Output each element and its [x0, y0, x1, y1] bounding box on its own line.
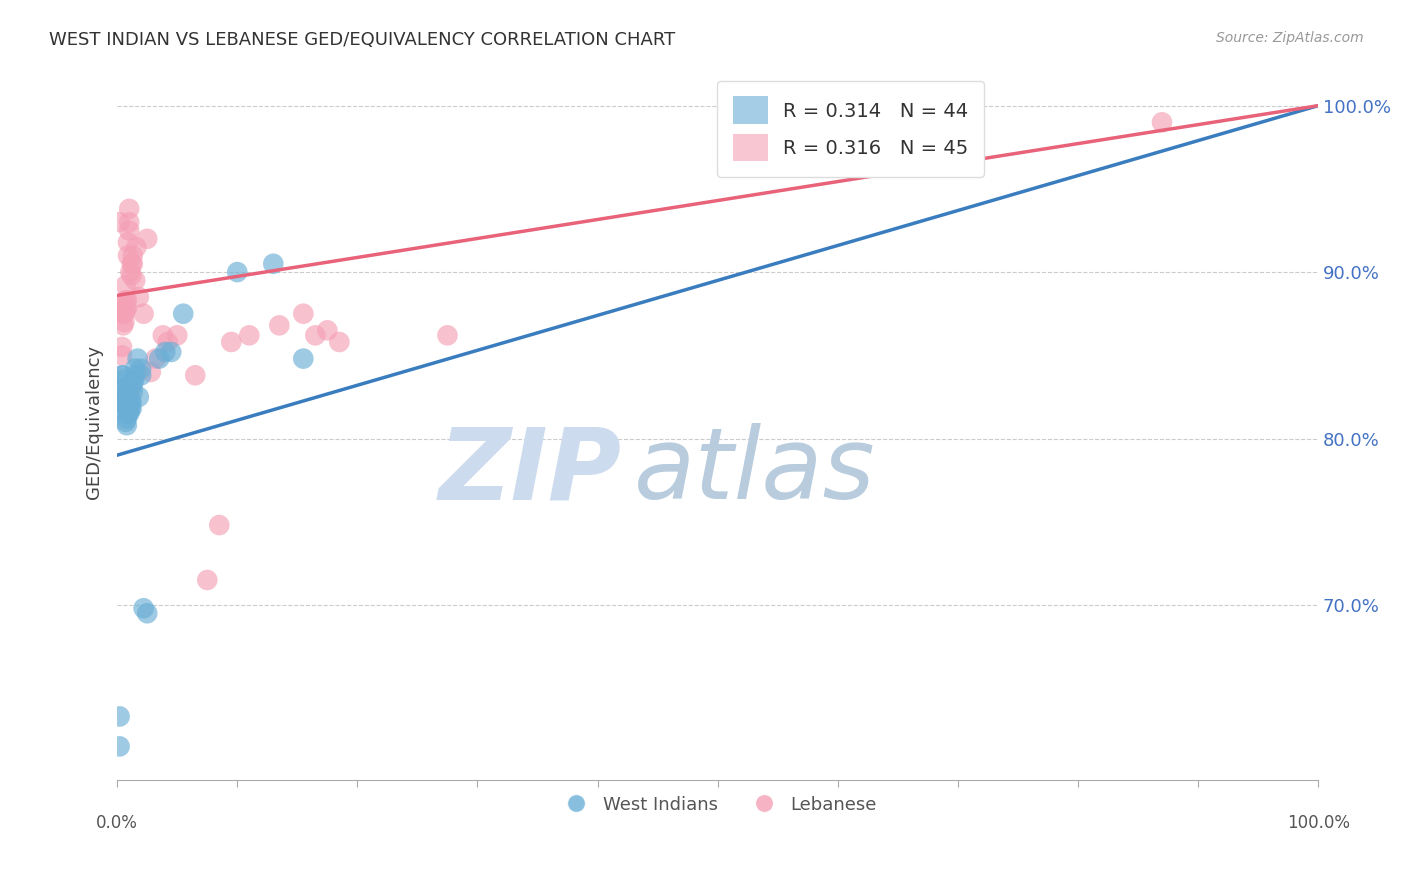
Point [328, 334, 350, 349]
Point [121, 248, 143, 262]
Point [136, 232, 159, 246]
Point [115, 411, 138, 425]
Point [118, 223, 141, 237]
Point [304, 328, 326, 343]
Text: 0.0%: 0.0% [96, 814, 138, 832]
Point [117, 384, 139, 399]
Point [1150, 115, 1173, 129]
Point [112, 298, 135, 312]
Point [269, 318, 291, 333]
Point [114, 407, 136, 421]
Point [118, 401, 141, 416]
Point [124, 368, 146, 383]
Point [115, 418, 138, 433]
Point [111, 373, 134, 387]
Text: atlas: atlas [634, 424, 875, 520]
Point [166, 328, 188, 343]
Point [117, 235, 139, 249]
Point [121, 257, 143, 271]
Point [124, 273, 146, 287]
Point [117, 407, 139, 421]
Point [128, 290, 150, 304]
Point [115, 301, 138, 316]
Point [112, 398, 135, 412]
Point [115, 293, 138, 308]
Y-axis label: GED/Equivalency: GED/Equivalency [86, 345, 103, 499]
Point [262, 257, 284, 271]
Point [121, 401, 143, 416]
Point [118, 215, 141, 229]
Point [120, 395, 142, 409]
Point [114, 398, 136, 412]
Point [136, 607, 159, 621]
Point [118, 407, 141, 421]
Point [111, 368, 134, 383]
Point [112, 382, 135, 396]
Point [436, 328, 458, 343]
Point [122, 373, 145, 387]
Point [128, 390, 150, 404]
Point [139, 365, 162, 379]
Point [184, 368, 207, 383]
Point [120, 265, 142, 279]
Point [111, 340, 134, 354]
Point [114, 301, 136, 316]
Point [195, 573, 218, 587]
Point [132, 601, 155, 615]
Point [208, 518, 231, 533]
Text: ZIP: ZIP [439, 424, 621, 520]
Point [110, 382, 132, 396]
Point [112, 368, 135, 383]
Point [145, 351, 167, 366]
Point [226, 265, 249, 279]
Point [292, 307, 315, 321]
Point [114, 293, 136, 308]
Point [238, 328, 260, 343]
Point [108, 215, 131, 229]
Point [121, 395, 143, 409]
Point [125, 240, 148, 254]
Text: Source: ZipAtlas.com: Source: ZipAtlas.com [1216, 31, 1364, 45]
Point [114, 278, 136, 293]
Point [120, 401, 142, 416]
Point [155, 345, 177, 359]
Point [118, 202, 141, 216]
Point [127, 351, 149, 366]
Point [111, 348, 134, 362]
Point [108, 739, 131, 754]
Point [117, 401, 139, 416]
Point [129, 361, 152, 376]
Point [121, 257, 143, 271]
Point [219, 334, 242, 349]
Point [148, 351, 170, 366]
Point [156, 334, 179, 349]
Point [108, 709, 131, 723]
Point [114, 415, 136, 429]
Point [316, 323, 339, 337]
Point [112, 390, 135, 404]
Text: WEST INDIAN VS LEBANESE GED/EQUIVALENCY CORRELATION CHART: WEST INDIAN VS LEBANESE GED/EQUIVALENCY … [49, 31, 675, 49]
Point [152, 328, 174, 343]
Text: 100.0%: 100.0% [1286, 814, 1350, 832]
Point [118, 384, 141, 399]
Point [115, 401, 138, 416]
Legend: West Indians, Lebanese: West Indians, Lebanese [551, 789, 884, 821]
Point [124, 361, 146, 376]
Point [112, 315, 135, 329]
Point [129, 368, 152, 383]
Point [172, 307, 194, 321]
Point [160, 345, 183, 359]
Point [132, 307, 155, 321]
Point [112, 318, 135, 333]
Point [112, 307, 135, 321]
Point [121, 378, 143, 392]
Point [121, 384, 143, 399]
Point [117, 248, 139, 262]
Point [121, 268, 143, 283]
Point [112, 390, 135, 404]
Point [292, 351, 315, 366]
Point [112, 307, 135, 321]
